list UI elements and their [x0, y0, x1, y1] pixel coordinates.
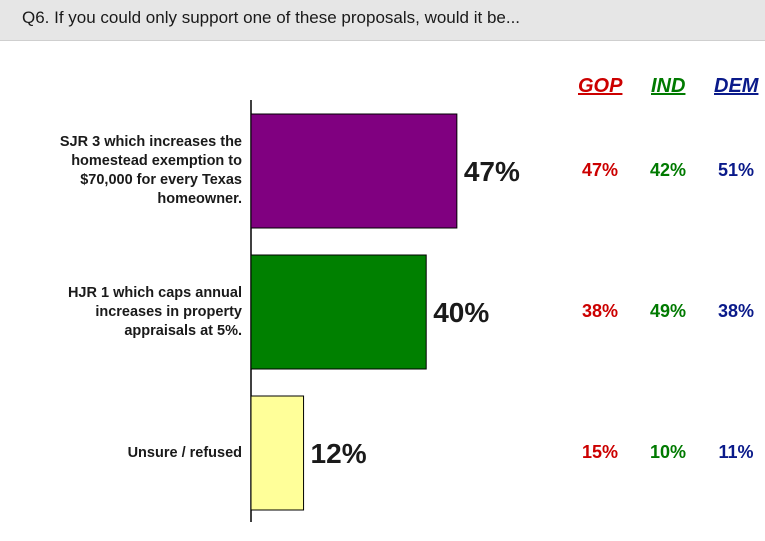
bar-3 — [250, 395, 305, 511]
category-label-line: HJR 1 which caps annual — [67, 284, 242, 301]
question-text: Q6. If you could only support one of the… — [22, 8, 521, 27]
category-label-line: increases in property — [95, 303, 242, 320]
category-label-line: $70,000 for every Texas — [80, 172, 242, 188]
breakdown-ind-2: 49% — [650, 301, 687, 321]
breakdown-ind-1: 42% — [650, 160, 687, 180]
bar-1 — [250, 113, 458, 229]
party-header-ind: IND — [651, 75, 686, 97]
breakdown-gop-2: 38% — [582, 301, 619, 321]
party-header-dem: DEM — [714, 75, 759, 97]
category-label-3: Unsure / refused — [22, 444, 242, 463]
category-label-line: homeowner. — [157, 191, 242, 207]
breakdown-dem-3: 11% — [718, 442, 754, 462]
bar-2 — [250, 254, 427, 370]
bar-value-label-3: 12% — [311, 438, 367, 469]
party-header-gop: GOP — [578, 75, 623, 97]
breakdown-ind-3: 10% — [650, 442, 687, 462]
breakdown-dem-2: 38% — [718, 301, 755, 321]
breakdown-gop-1: 47% — [582, 160, 619, 180]
bar-value-label-2: 40% — [433, 297, 489, 328]
category-label-2: HJR 1 which caps annual increases in prop… — [22, 284, 242, 341]
category-label-line: Unsure / refused — [127, 444, 242, 461]
breakdown-gop-3: 15% — [582, 442, 619, 462]
category-label-line: homestead exemption to — [71, 153, 242, 169]
breakdown-dem-1: 51% — [718, 160, 755, 180]
category-label-1: SJR 3 which increases the homestead exemp… — [22, 133, 242, 209]
category-label-line: SJR 3 which increases the — [59, 134, 242, 150]
category-label-line: appraisals at 5%. — [124, 322, 242, 339]
bar-value-label-1: 47% — [464, 156, 520, 187]
question-header: Q6. If you could only support one of the… — [0, 0, 765, 41]
